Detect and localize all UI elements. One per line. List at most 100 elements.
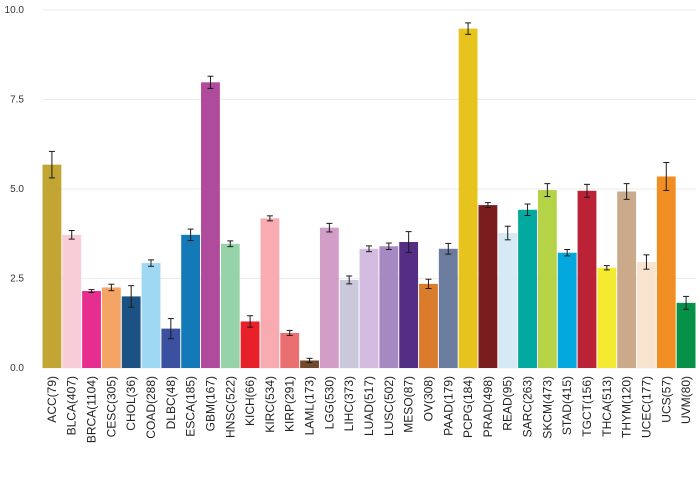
error-bar <box>623 183 630 200</box>
x-tick-label: LGG(530) <box>322 376 336 429</box>
error-bar <box>108 283 115 292</box>
error-bar <box>148 259 154 267</box>
bar <box>537 190 557 368</box>
bar <box>419 283 438 368</box>
bar <box>458 28 478 369</box>
error-bar <box>584 183 590 198</box>
bar <box>101 287 121 368</box>
error-bar <box>247 315 254 328</box>
bar <box>498 233 518 368</box>
x-tick-label: STAD(415) <box>560 376 574 435</box>
x-tick-label: ESCA(185) <box>184 376 198 437</box>
bar <box>319 227 339 368</box>
error-bar <box>167 318 174 340</box>
bar <box>379 246 399 368</box>
error-bar <box>48 150 55 179</box>
bar <box>656 176 676 368</box>
x-tick-label: KIRP(291) <box>283 376 297 432</box>
x-tick-label: TGCT(156) <box>580 376 594 437</box>
error-bar <box>425 278 432 290</box>
bars <box>42 28 696 369</box>
error-bar <box>385 242 392 251</box>
error-bar <box>643 254 650 270</box>
x-tick-label: SARC(263) <box>521 376 535 437</box>
error-bar <box>326 222 333 233</box>
bar <box>161 328 181 368</box>
x-tick-label: PRAD(498) <box>481 376 495 437</box>
x-tick-label: LUSC(502) <box>382 376 396 436</box>
y-axis-ticks: 0.0 2.5 5.0 7.5 10.0 <box>5 5 25 374</box>
error-bar <box>306 357 313 364</box>
y-tick-label: 5.0 <box>10 184 24 195</box>
x-tick-label: SKCM(473) <box>540 376 554 439</box>
x-tick-label: UVM(80) <box>679 376 693 424</box>
error-bar <box>128 285 135 308</box>
x-tick-label: MESO(87) <box>402 376 416 433</box>
bar <box>637 262 656 368</box>
x-tick-label: GBM(167) <box>203 376 217 431</box>
error-bar <box>346 275 353 285</box>
x-tick-label: COAD(288) <box>144 376 158 439</box>
bar <box>280 332 300 368</box>
bar <box>676 302 696 368</box>
bar <box>121 296 141 368</box>
x-tick-label: READ(95) <box>501 376 515 431</box>
x-tick-label: HNSC(522) <box>223 376 237 438</box>
error-bar <box>366 245 372 253</box>
x-tick-label: LAML(173) <box>303 376 317 435</box>
bar <box>359 248 379 368</box>
error-bar <box>88 289 95 293</box>
error-bar <box>465 22 472 35</box>
x-tick-label: LUAD(517) <box>362 376 376 436</box>
error-bar <box>445 242 452 255</box>
x-axis-labels: ACC(79) BLCA(407) BRCA(1104) CESC(305) CHOL(… <box>45 376 693 443</box>
error-bar <box>405 231 412 253</box>
x-tick-label: PCPG(184) <box>461 376 475 438</box>
x-tick-label: THCA(513) <box>600 376 614 437</box>
error-bar <box>484 202 491 209</box>
x-tick-label: KIRC(534) <box>263 376 277 433</box>
error-bar <box>187 228 194 242</box>
bar <box>577 190 597 368</box>
bar <box>518 209 537 368</box>
x-tick-label: KICH(66) <box>243 376 257 426</box>
x-tick-label: PAAD(179) <box>441 376 455 436</box>
x-tick-label: LIHC(373) <box>342 376 356 431</box>
y-tick-label: 0.0 <box>10 363 24 374</box>
x-tick-label: UCS(57) <box>659 376 673 423</box>
error-bar <box>266 215 273 222</box>
error-bar <box>227 240 234 248</box>
x-tick-label: UCEC(177) <box>639 376 653 438</box>
error-bar <box>663 162 670 191</box>
bar <box>557 252 577 368</box>
bar <box>42 164 62 368</box>
y-tick-label: 7.5 <box>10 95 24 106</box>
x-tick-label: ACC(79) <box>45 376 59 423</box>
error-bar <box>564 249 571 257</box>
bar <box>181 234 201 368</box>
error-bar <box>504 225 511 241</box>
x-tick-label: THYM(120) <box>620 376 634 438</box>
bar <box>438 248 458 368</box>
bar <box>399 241 419 368</box>
bar <box>478 205 498 368</box>
bar <box>617 191 637 368</box>
x-tick-label: CHOL(36) <box>124 376 138 431</box>
error-bars <box>48 22 690 364</box>
error-bar <box>524 203 531 216</box>
bar <box>82 291 101 368</box>
bar <box>240 321 260 368</box>
x-tick-label: BRCA(1104) <box>85 376 99 443</box>
bar <box>597 267 617 368</box>
x-tick-label: DLBC(48) <box>164 376 178 429</box>
error-bar <box>603 265 610 271</box>
bar <box>339 279 359 368</box>
y-tick-label: 2.5 <box>10 274 24 285</box>
bar <box>141 263 161 368</box>
bar <box>300 360 319 368</box>
x-tick-label: CESC(305) <box>104 376 118 437</box>
error-bar <box>68 230 75 240</box>
x-tick-label: OV(308) <box>421 376 435 421</box>
